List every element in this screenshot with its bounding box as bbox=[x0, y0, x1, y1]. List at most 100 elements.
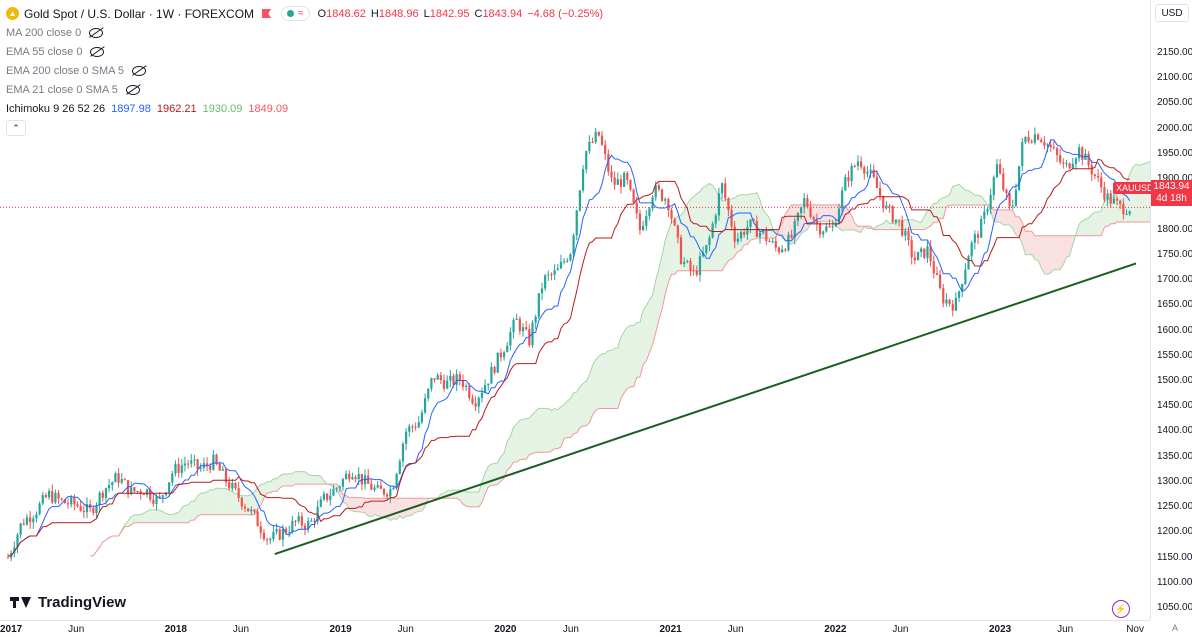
eye-hidden-icon[interactable] bbox=[89, 28, 103, 38]
ichimoku-cloud-segment bbox=[545, 408, 548, 452]
ichimoku-cloud-segment bbox=[213, 488, 216, 515]
tradingview-logo[interactable]: TradingView bbox=[10, 594, 126, 611]
flag-icon[interactable] bbox=[262, 9, 271, 18]
candle-body bbox=[813, 217, 815, 220]
candle-body bbox=[869, 170, 871, 172]
candle-body bbox=[563, 261, 565, 262]
gold-coin-icon[interactable]: ▲ bbox=[6, 7, 19, 20]
candle-body bbox=[911, 240, 913, 258]
candle-body bbox=[936, 273, 938, 275]
candle-body bbox=[999, 164, 1001, 173]
candle-body bbox=[329, 496, 331, 500]
eye-hidden-icon[interactable] bbox=[126, 85, 140, 95]
candle-body bbox=[879, 188, 881, 196]
ichimoku-cloud-segment bbox=[400, 498, 403, 518]
ichimoku-cloud-segment bbox=[191, 501, 194, 520]
candle-body bbox=[1113, 199, 1115, 204]
candle-body bbox=[784, 250, 786, 251]
candle-body bbox=[1031, 141, 1033, 142]
candle-body bbox=[724, 183, 726, 198]
candle-body bbox=[1119, 201, 1121, 204]
ichimoku-cloud-segment bbox=[548, 408, 551, 452]
candle-body bbox=[693, 271, 695, 272]
candle-body bbox=[781, 250, 783, 253]
ichimoku-span-b-value: 1849.09 bbox=[248, 103, 288, 115]
ichimoku-cloud-segment bbox=[890, 223, 893, 229]
eye-hidden-icon[interactable] bbox=[90, 47, 104, 57]
ichimoku-span-a-value: 1930.09 bbox=[203, 103, 243, 115]
ichimoku-cloud-segment bbox=[621, 332, 624, 399]
ichimoku-row[interactable]: Ichimoku 9 26 52 26 1897.98 1962.21 1930… bbox=[6, 99, 608, 118]
candle-body bbox=[168, 482, 170, 492]
price-tick-label: 2050.00 bbox=[1157, 97, 1192, 108]
ichimoku-cloud-segment bbox=[826, 205, 829, 221]
symbol-row: ▲ Gold Spot / U.S. Dollar · 1W · FOREXCO… bbox=[6, 4, 608, 23]
ichimoku-cloud-segment bbox=[463, 490, 466, 506]
candle-body bbox=[1021, 142, 1023, 166]
candle-body bbox=[882, 196, 884, 209]
eye-hidden-icon[interactable] bbox=[132, 66, 146, 76]
lightning-icon[interactable]: ⚡ bbox=[1112, 600, 1130, 618]
candle-body bbox=[234, 483, 236, 488]
candle-body bbox=[269, 539, 271, 540]
candle-body bbox=[1012, 206, 1014, 207]
time-tick-label: Nov bbox=[1126, 624, 1144, 635]
time-tick-label: 2019 bbox=[330, 624, 352, 635]
candle-body bbox=[342, 479, 344, 487]
indicator-row[interactable]: EMA 21 close 0 SMA 5 bbox=[6, 80, 608, 99]
candle-body bbox=[99, 493, 101, 506]
candle-body bbox=[83, 511, 85, 512]
candle-body bbox=[983, 212, 985, 219]
trend-line[interactable] bbox=[275, 263, 1136, 554]
collapse-legend-button[interactable]: ⌃ bbox=[6, 120, 26, 136]
auto-scale-button[interactable]: A bbox=[1172, 623, 1178, 633]
candle-body bbox=[279, 529, 281, 539]
candle-body bbox=[1103, 187, 1105, 199]
ichimoku-cloud-segment bbox=[220, 488, 223, 515]
price-tick-label: 1450.00 bbox=[1157, 400, 1192, 411]
candle-body bbox=[187, 464, 189, 465]
candle-body bbox=[876, 177, 878, 188]
candle-body bbox=[977, 234, 979, 237]
indicator-row[interactable]: EMA 200 close 0 SMA 5 bbox=[6, 61, 608, 80]
candle-body bbox=[405, 432, 407, 444]
candle-body bbox=[490, 367, 492, 384]
candle-body bbox=[1037, 134, 1039, 139]
ichimoku-cloud-segment bbox=[217, 488, 220, 515]
candle-body bbox=[860, 161, 862, 167]
legend-panel: ▲ Gold Spot / U.S. Dollar · 1W · FOREXCO… bbox=[6, 4, 608, 136]
candle-body bbox=[955, 298, 957, 311]
ichimoku-cloud-segment bbox=[157, 510, 160, 523]
candle-body bbox=[105, 488, 107, 498]
price-tick-label: 2000.00 bbox=[1157, 123, 1192, 134]
currency-button[interactable]: USD bbox=[1155, 4, 1189, 22]
ichimoku-base-value: 1962.21 bbox=[157, 103, 197, 115]
ichimoku-cloud-segment bbox=[627, 326, 630, 389]
candle-body bbox=[1027, 137, 1029, 142]
ichimoku-cloud-segment bbox=[583, 381, 586, 426]
candle-body bbox=[569, 254, 571, 260]
candle-body bbox=[493, 367, 495, 373]
market-status-pill[interactable]: ≈ bbox=[281, 6, 310, 21]
candle-body bbox=[57, 493, 59, 499]
candle-body bbox=[974, 234, 976, 242]
ichimoku-cloud-segment bbox=[476, 492, 479, 507]
candle-body bbox=[497, 353, 499, 373]
candle-body bbox=[772, 241, 774, 242]
ichimoku-cloud-segment bbox=[469, 492, 472, 507]
candle-body bbox=[1116, 199, 1118, 201]
candle-body bbox=[765, 231, 767, 241]
ichimoku-cloud-segment bbox=[555, 408, 558, 448]
candle-body bbox=[1075, 158, 1077, 164]
indicator-row[interactable]: EMA 55 close 0 bbox=[6, 42, 608, 61]
indicator-row[interactable]: MA 200 close 0 bbox=[6, 23, 608, 42]
candle-body bbox=[560, 262, 562, 269]
ichimoku-cloud-segment bbox=[536, 408, 539, 452]
candle-body bbox=[1034, 134, 1036, 142]
candle-body bbox=[996, 164, 998, 177]
symbol-title[interactable]: Gold Spot / U.S. Dollar · 1W · FOREXCOM bbox=[24, 7, 254, 21]
candle-body bbox=[914, 257, 916, 260]
